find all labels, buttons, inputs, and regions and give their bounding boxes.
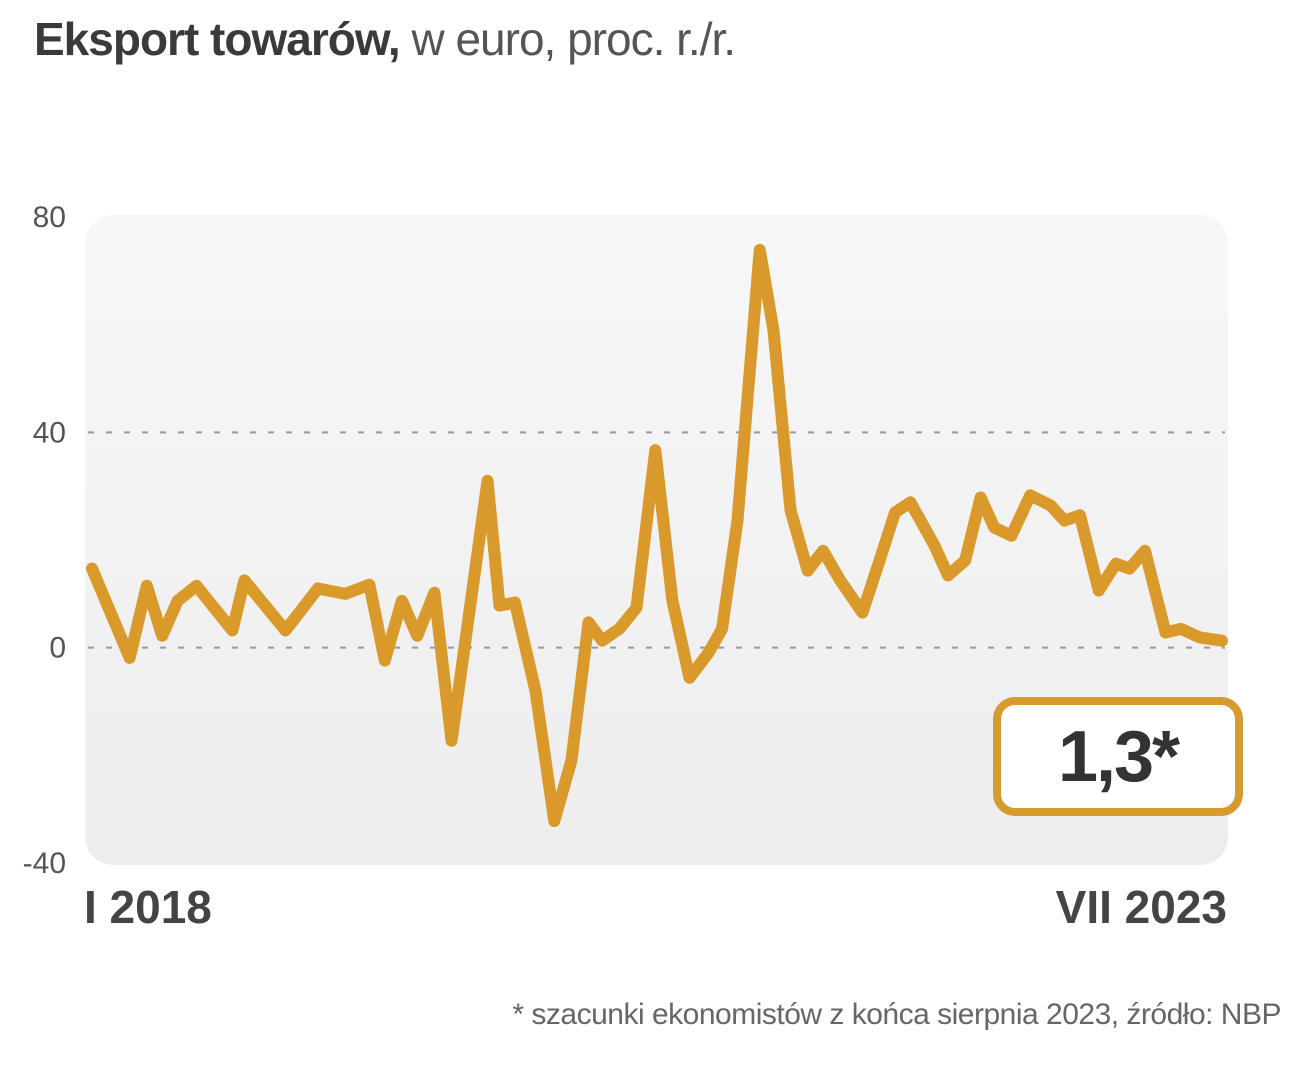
y-tick-label: 0 xyxy=(49,632,66,665)
x-tick-label-start: I 2018 xyxy=(84,881,212,933)
title-subtitle: w euro, proc. r./r. xyxy=(399,13,736,65)
x-tick-label-end: VII 2023 xyxy=(1055,881,1227,933)
last-value-callout: 1,3* xyxy=(993,697,1243,816)
y-tick-label: 40 xyxy=(33,416,66,449)
y-tick-label: 80 xyxy=(33,201,66,234)
chart-title: Eksport towarów, w euro, proc. r./r. xyxy=(34,12,736,66)
footnote: * szacunki ekonomistów z końca sierpnia … xyxy=(512,998,1281,1031)
plot-area xyxy=(85,215,1228,865)
title-bold: Eksport towarów, xyxy=(34,13,401,65)
y-tick-label: -40 xyxy=(23,847,66,880)
